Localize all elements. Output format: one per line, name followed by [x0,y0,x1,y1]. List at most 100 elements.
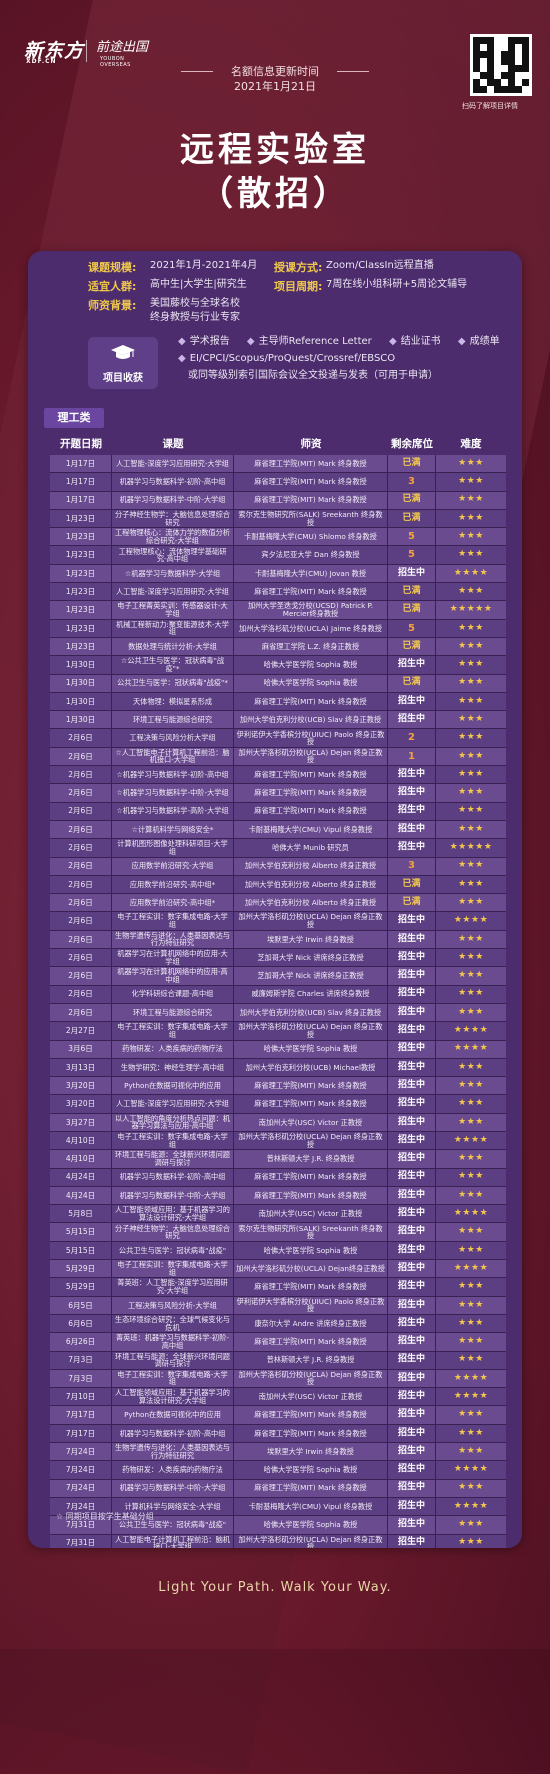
table-row: 5月8日 人工智能领域应用：基于机器学习的算法设计研究-大学组 南加州大学(USC)… [50,1205,506,1224]
seats-cell: 已满 [388,491,436,509]
difficulty-cell: ★★★ [458,1445,484,1456]
youbon-logo-sub: YOUBON OVERSEAS [100,56,131,68]
difficulty-cell: ★★★ [458,1519,484,1530]
topic-cell: 公共卫生与医学：冠状病毒"战疫"* [112,674,234,692]
table-row: 7月3日 环境工程与能源：全球新兴环境问题调研与探讨 普林斯顿大学 J.R. 终身教… [50,1351,506,1370]
date-cell: 4月10日 [50,1150,112,1168]
table-row: 2月6日 工程决策与风险分析大学组 伊利诺伊大学香槟分校(UIUC) Paolo 终… [50,729,506,748]
teacher-cell: 麻省理工学院(MIT) Mark 终身教授 [234,1333,388,1351]
date-cell: 3月13日 [50,1058,112,1077]
topic-cell: 人工智能领域应用：基于机器学习的算法设计研究-大学组 [112,1205,234,1223]
seats-cell: 招生中 [388,1314,436,1333]
topic-cell: 人工智能电子计算机工程前沿：脑机接口-大学组 [112,1534,234,1548]
qr-code[interactable] [470,34,532,96]
difficulty-cell: ★★★ [458,1244,484,1255]
topic-cell: ☆人工智能电子计算机工程前沿：脑机接口-大学组 [112,747,234,766]
teacher-cell: 加州大学伯克利分校(UCB) Slav 终身正教授 [234,711,388,729]
date-cell: 2月6日 [50,802,112,820]
difficulty-cell: ★★★ [458,512,484,523]
seats-cell: 招生中 [388,656,436,674]
topic-cell: ☆计算机科学与网络安全* [112,820,234,839]
teacher-cell: 麻省理工学院(MIT) Mark 终身教授 [234,1168,388,1186]
audience-label: 适宜人群: [88,280,137,293]
date-cell: 2月27日 [50,1022,112,1040]
topic-cell: Python在数据可视化中的应用 [112,1077,234,1095]
date-cell: 4月10日 [50,1131,112,1150]
date-cell: 2月6日 [50,784,112,802]
mode-label: 授课方式: [274,261,323,274]
harvest-publication: 或同等级别索引国际会议全文投递与发表（可用于申请） [188,370,438,381]
topic-cell: 环境工程与能源：全球新兴环境问题调研与探讨 [112,1150,234,1168]
seats-cell: 招生中 [388,912,436,930]
seats-cell: 招生中 [388,1223,436,1241]
date-cell: 1月23日 [50,619,112,637]
harvest-item: ◆ 学术报告 [178,336,230,347]
teacher-cell: 哈佛大学医学院 Sophia 教授 [234,656,388,674]
date-cell: 3月20日 [50,1095,112,1113]
topic-cell: 机器学习与数据科学-中阶-大学组 [112,1186,234,1205]
difficulty-cell: ★★★ [458,531,484,542]
seats-cell: 招生中 [388,1369,436,1388]
teacher-cell: 加州大学洛杉矶分校(UCLA) Dejan终身正教授 [234,1260,388,1278]
topic-cell: 人工智能-深度学习应用研究-大学组 [112,1095,234,1113]
teacher-cell: 卡耐基梅隆大学(CMU) Vipul 终身教授 [234,1497,388,1516]
difficulty-cell: ★★★ [458,1098,484,1109]
date-cell: 5月8日 [50,1205,112,1223]
topic-cell: 机器学习与数据科学-初阶-高中组 [112,473,234,491]
table-row: 5月29日 菁英班：人工智能-深度学习应用研究-大学组 麻省理工学院(MIT) Ma… [50,1278,506,1297]
page-subtitle: （散招） [199,174,351,214]
harvest-item: ◆ 结业证书 [388,336,441,347]
topic-cell: 环境工程与能源综合研究 [112,1003,234,1022]
topic-cell: 分子神经生物学：大脑信息处理综合研究 [112,1223,234,1241]
date-cell: 1月23日 [50,564,112,583]
date-cell: 1月23日 [50,528,112,546]
difficulty-cell: ★★★ [458,714,484,724]
difficulty-cell: ★★★ [458,951,484,962]
header: 新东方 XDF.CN 前途出国 YOUBON OVERSEAS 名额信息更新时间… [0,0,550,250]
table-row: 2月6日 应用数学前沿研究-高中组* 加州大学伯克利分校 Alberto 终身正教授… [50,875,506,895]
seats-cell: 招生中 [388,802,436,820]
seats-cell: 招生中 [388,1260,436,1278]
table-row: 3月13日 生物学研究：神经生理学-高中组 加州大学伯克利分校(UCB) Micha… [50,1058,506,1078]
date-cell: 1月23日 [50,583,112,601]
difficulty-cell: ★★★★ [453,1262,489,1273]
youbon-logo: 前途出国 YOUBON OVERSEAS [96,36,148,68]
date-cell: 4月24日 [50,1168,112,1186]
seats-cell: 招生中 [388,949,436,967]
topic-cell: 计算机科学与网络安全-大学组 [112,1497,234,1516]
topic-cell: 机器学习与数据科学-初阶-高中组 [112,1424,234,1443]
seats-cell: 招生中 [388,692,436,711]
seats-cell: 招生中 [388,1241,436,1260]
date-cell: 7月3日 [50,1369,112,1388]
topic-cell: 应用数学前沿研究-高中组* [112,894,234,912]
table-row: 4月10日 环境工程与能源：全球新兴环境问题调研与探讨 普林斯顿大学 J.R. 终身… [50,1150,506,1169]
qr-code-pattern [473,37,529,93]
topic-cell: 电子工程实训：数字集成电路-大学组 [112,1260,234,1278]
teacher-cell: 麻省理工学院(MIT) Mark 终身教授 [234,473,388,491]
topic-cell: 菁英班：人工智能-深度学习应用研究-大学组 [112,1278,234,1296]
harvest-box: 项目收获 [88,337,158,389]
teacher-cell: 麻省理工学院(MIT) Mark 终身教授 [234,1077,388,1095]
update-label: 名额信息更新时间 [231,65,319,78]
table-row: 7月24日 计算机科学与网络安全-大学组 卡耐基梅隆大学(CMU) Vipul 终身… [50,1497,506,1517]
teacher-cell: 麻省理工学院 L.Z. 终身正教授 [234,637,388,656]
xdf-logo: 新东方 XDF.CN [24,36,84,65]
mode-value: Zoom/ClassIn远程直播 [326,260,434,271]
seats-cell: 招生中 [388,1406,436,1424]
difficulty-cell: ★★★ [458,585,484,596]
difficulty-cell: ★★★★ [453,1134,489,1145]
section-title: 理工类 [44,408,104,428]
teacher-cell: 康奈尔大学 Andre 讲席终身正教授 [234,1314,388,1333]
teacher-cell: 南加州大学(USC) Victor 正教授 [234,1113,388,1131]
table-row: 1月30日 公共卫生与医学：冠状病毒"战疫"* 哈佛大学医学院 Sophia 教授已… [50,674,506,693]
date-cell: 1月23日 [50,637,112,656]
seats-cell: 5 [388,528,436,546]
date-cell: 5月15日 [50,1223,112,1241]
diamond-icon: ◆ [457,336,466,347]
harvest-list: ◆ 学术报告 ◆ 主导师Reference Letter ◆ 结业证书 ◆ 成绩单 ◆ E… [178,333,518,384]
update-line-left [181,71,213,72]
difficulty-cell: ★★★★ [453,1208,489,1219]
teacher-cell: 卡耐基梅隆大学(CMU) Shlomo 终身教授 [234,528,388,546]
date-cell: 2月6日 [50,894,112,912]
difficulty-cell: ★★★ [458,1226,484,1237]
